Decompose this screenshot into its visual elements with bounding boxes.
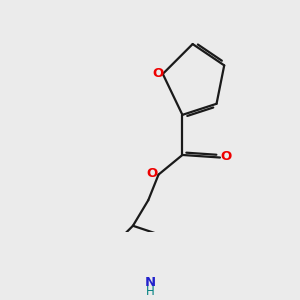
Text: O: O [220,150,231,163]
Text: N: N [144,276,156,289]
Text: O: O [153,68,164,80]
Text: H: H [146,285,154,298]
Text: O: O [146,167,158,180]
